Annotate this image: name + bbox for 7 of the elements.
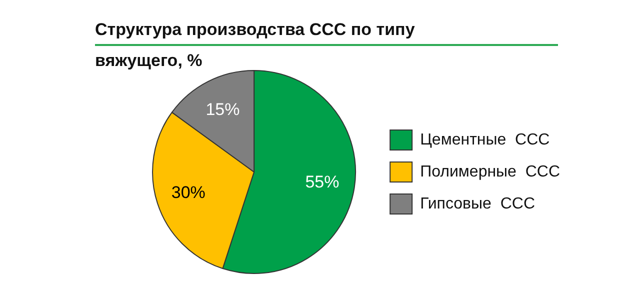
chart-title: Структура производства ССС по типу вяжущего, % (95, 19, 416, 72)
data-label: 55% (305, 172, 340, 192)
data-label: 15% (206, 100, 240, 120)
data-label: 30% (171, 183, 206, 202)
legend-label: Полимерные ССС (420, 163, 560, 180)
legend-label: Цементные ССС (420, 131, 550, 148)
legend-label: Гипсовые ССС (420, 195, 535, 212)
